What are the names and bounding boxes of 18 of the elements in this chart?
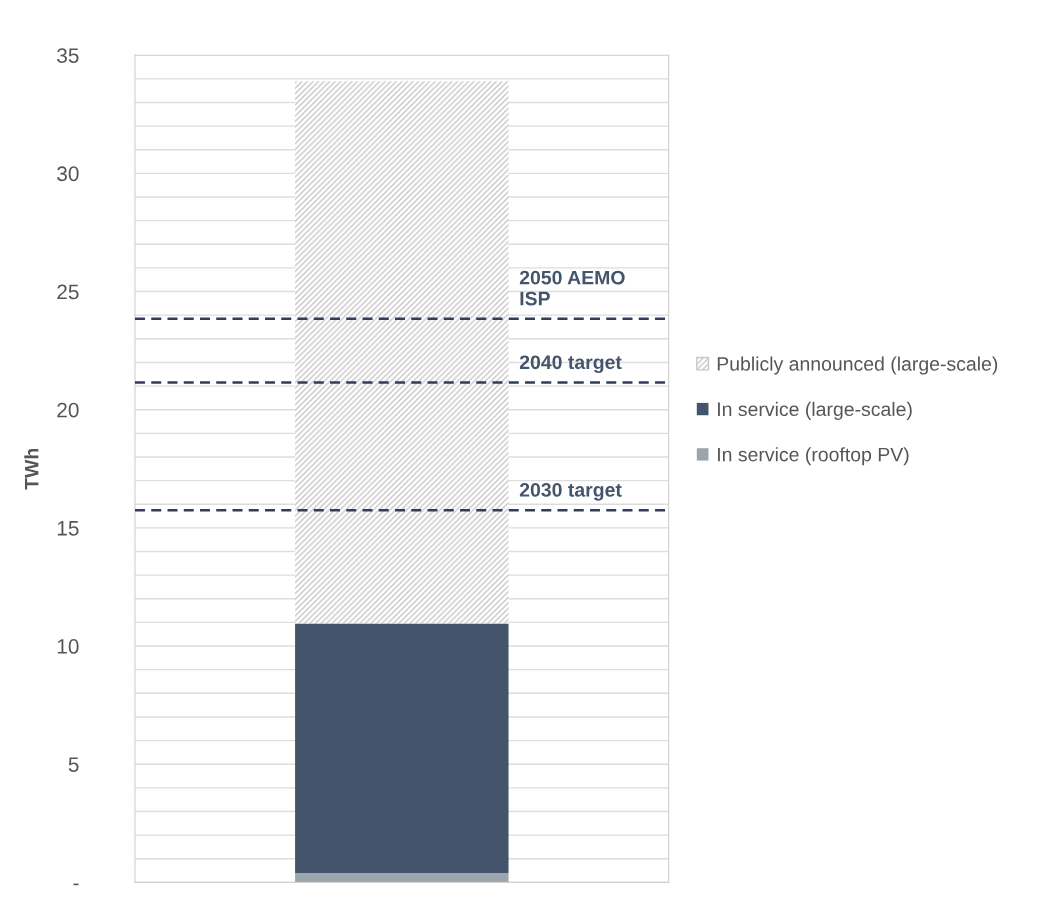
- bar: [295, 623, 509, 873]
- ref-line-label: 2040 target: [519, 355, 622, 374]
- y-tick-label: 30: [57, 166, 79, 182]
- legend-label: In service (large-scale): [718, 401, 912, 420]
- bar: [295, 872, 509, 883]
- y-tick-label: 25: [57, 284, 79, 300]
- legend-label: In service (rooftop PV): [718, 447, 909, 466]
- ref-line-label: 2030 target: [519, 483, 622, 501]
- y-tick-label: 35: [57, 48, 79, 63]
- y-axis-title: TWh: [24, 448, 39, 490]
- ref-line-label: 2050 AEMO ISP: [519, 270, 625, 306]
- y-tick-label: -: [73, 883, 79, 886]
- y-tick-label: 15: [57, 521, 79, 536]
- y-tick-label: 5: [68, 757, 79, 772]
- y-tick-label: 20: [57, 402, 79, 418]
- y-tick-label: 10: [57, 639, 79, 654]
- legend-label: Publicly announced (large-scale): [717, 356, 998, 375]
- bar: [295, 81, 509, 624]
